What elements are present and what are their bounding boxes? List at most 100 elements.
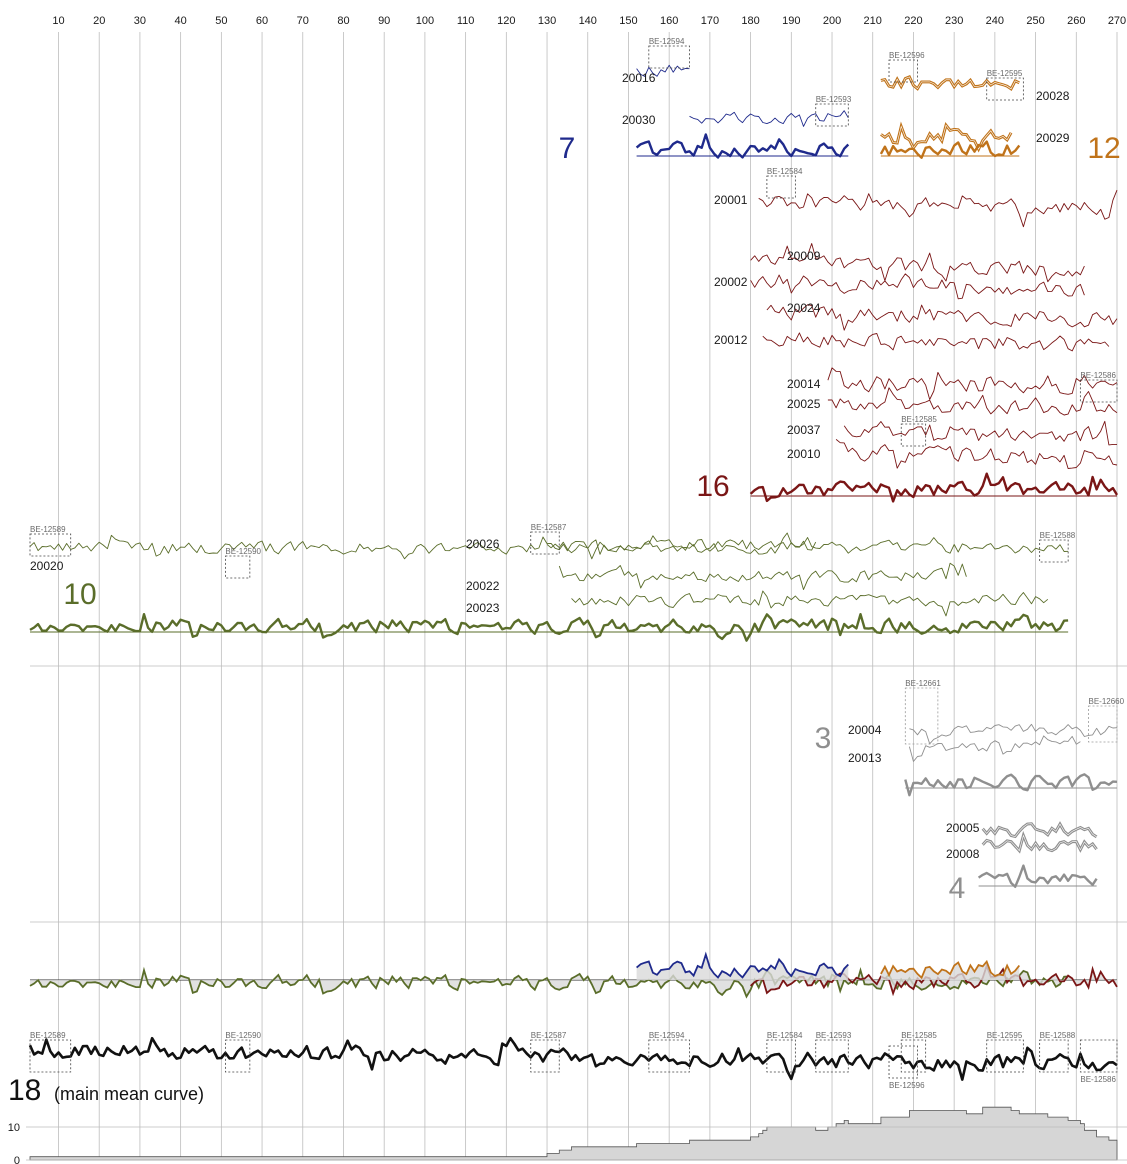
sample-box-BE-12593 <box>815 103 849 127</box>
series-label-20028: 20028 <box>1036 89 1070 103</box>
sample-label-BE-12660: BE-12660 <box>1089 697 1125 706</box>
series-label-20025: 20025 <box>787 397 821 411</box>
series-label-20005: 20005 <box>946 821 980 835</box>
group-label-4: 4 <box>949 872 966 905</box>
main-sample-box-BE-12596 <box>888 1045 918 1079</box>
main-sample-label-BE-12593: BE-12593 <box>816 1031 852 1040</box>
series-line-20016 <box>636 64 690 77</box>
group-label-7: 7 <box>559 132 576 165</box>
x-tick-label: 50 <box>215 15 227 27</box>
series-label-20010: 20010 <box>787 447 821 461</box>
x-ticks: 10 20 30 40 50 60 70 80 90 100 110 120 130 140 150 160 1… <box>52 15 1126 27</box>
series-line-20012 <box>762 332 1110 352</box>
x-tick-label: 60 <box>256 15 268 27</box>
series-label-20022: 20022 <box>466 579 500 593</box>
series-line-20008-inner <box>982 834 1097 852</box>
main-sample-box-BE-12594 <box>648 1039 690 1073</box>
series-label-20029: 20029 <box>1036 131 1070 145</box>
x-tick-label: 160 <box>660 15 678 27</box>
sample-box-BE-12590 <box>225 555 251 579</box>
series-label-20004: 20004 <box>848 723 882 737</box>
sample-box-BE-12589 <box>29 533 72 557</box>
x-tick-label: 20 <box>93 15 105 27</box>
series-line-20009 <box>750 243 1085 283</box>
overlay-fill-12 <box>880 961 1020 980</box>
sample-label-BE-12584: BE-12584 <box>767 167 803 176</box>
group-4 <box>977 821 1098 888</box>
x-tick-label: 140 <box>579 15 597 27</box>
series-label-20024: 20024 <box>787 301 821 315</box>
sample-label-BE-12586: BE-12586 <box>1080 371 1116 380</box>
main-sample-label-BE-12584: BE-12584 <box>767 1031 803 1040</box>
x-tick-label: 10 <box>52 15 64 27</box>
main-sample-label-BE-12594: BE-12594 <box>649 1031 685 1040</box>
series-line-20013 <box>908 735 1081 762</box>
group-12 <box>879 75 1021 159</box>
series-label-20008: 20008 <box>946 847 980 861</box>
series-line-20026 <box>546 535 817 560</box>
x-tick-label: 250 <box>1026 15 1044 27</box>
series-labels: 20016 20030 7 20028 20029 12 20001 20009 20002 20… <box>8 71 1121 1107</box>
series-label-20014: 20014 <box>787 377 821 391</box>
series-line-20037 <box>843 420 1117 446</box>
x-tick-label: 150 <box>619 15 637 27</box>
x-tick-label: 70 <box>297 15 309 27</box>
main-sample-box-BE-12587 <box>530 1039 560 1073</box>
group-label-16: 16 <box>696 470 729 503</box>
series-label-20002: 20002 <box>714 275 748 289</box>
overlay-curve-7 <box>636 951 849 979</box>
main-sample-box-BE-12586 <box>1079 1039 1118 1073</box>
mean-curve-12 <box>879 140 1021 159</box>
sample-box-BE-12596 <box>888 59 918 83</box>
main-mean <box>28 1036 1118 1081</box>
main-sample-box-BE-12595 <box>986 1039 1024 1073</box>
sample-label-BE-12596: BE-12596 <box>889 51 925 60</box>
x-tick-label: 220 <box>904 15 922 27</box>
series-line-20028-outer <box>880 75 1020 92</box>
mean-curve-16 <box>749 472 1119 503</box>
x-tick-label: 230 <box>945 15 963 27</box>
main-sample-box-BE-12588 <box>1039 1039 1069 1073</box>
sample-label-BE-12589: BE-12589 <box>30 525 66 534</box>
series-line-20025 <box>827 387 1118 416</box>
x-tick-label: 170 <box>701 15 719 27</box>
series-line-20023 <box>571 590 1049 617</box>
series-line-20004 <box>909 723 1118 745</box>
series-line-20030 <box>689 110 849 127</box>
x-tick-label: 210 <box>864 15 882 27</box>
sample-box-BE-12595 <box>986 77 1024 101</box>
sample-label-BE-12595: BE-12595 <box>987 69 1023 78</box>
sample-label-BE-12590: BE-12590 <box>225 547 261 556</box>
series-label-20001: 20001 <box>714 193 748 207</box>
sample-label-BE-12661: BE-12661 <box>905 679 941 688</box>
series-label-20013: 20013 <box>848 751 882 765</box>
overlay-curve-12 <box>880 959 1021 980</box>
series-line-20005-inner <box>982 823 1097 838</box>
main-sample-label-BE-12585: BE-12585 <box>901 1031 937 1040</box>
main-mean-curve <box>28 1036 1118 1081</box>
sample-label-BE-12588: BE-12588 <box>1040 531 1076 540</box>
group-7 <box>635 64 850 159</box>
series-line-20024 <box>766 304 1118 331</box>
x-tick-label: 100 <box>416 15 434 27</box>
sample-label-BE-12594: BE-12594 <box>649 37 685 46</box>
x-tick-label: 120 <box>497 15 515 27</box>
group-label-3: 3 <box>815 722 832 755</box>
x-tick-label: 240 <box>986 15 1004 27</box>
x-tick-label: 190 <box>782 15 800 27</box>
mean-curve-7 <box>635 133 850 159</box>
sample-box-BE-12586 <box>1079 379 1118 403</box>
x-tick-label: 260 <box>1067 15 1085 27</box>
depth-tick-label: 10 <box>8 1122 20 1134</box>
sample-box-BE-12584 <box>766 175 796 199</box>
sample-label-BE-12593: BE-12593 <box>816 95 852 104</box>
series-label-20026: 20026 <box>466 537 500 551</box>
overlay-fill-7 <box>636 954 849 980</box>
series-label-20030: 20030 <box>622 113 656 127</box>
sample-box-BE-12594 <box>648 45 690 69</box>
means-overlay <box>29 951 1118 999</box>
sample-depth: 0 10 <box>8 1106 1127 1164</box>
main-sample-box-BE-12593 <box>815 1039 849 1073</box>
panels <box>28 64 1119 1081</box>
x-tick-label: 30 <box>134 15 146 27</box>
